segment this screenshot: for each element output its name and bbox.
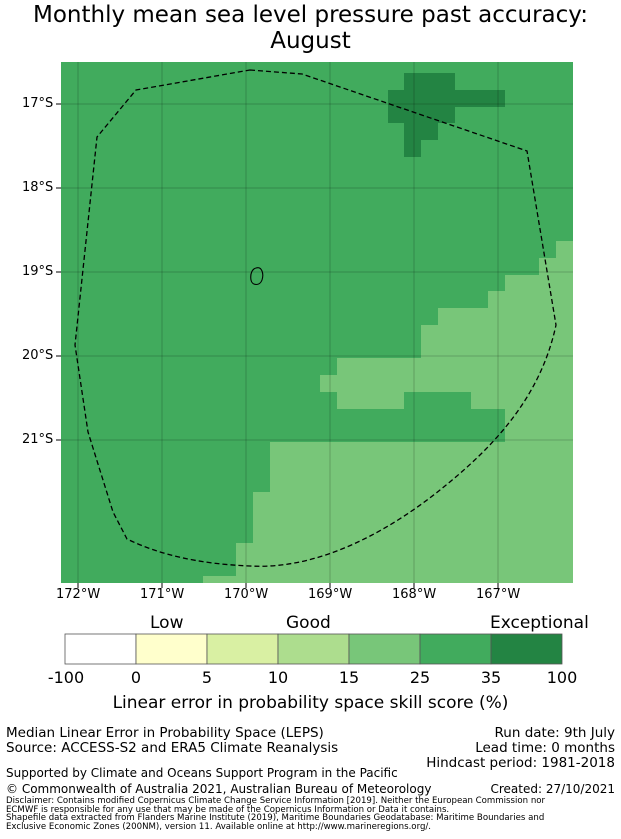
legend-tick: 25	[409, 668, 431, 687]
lead-time: Lead time: 0 months	[475, 740, 615, 756]
eez-boundary	[74, 69, 557, 567]
axis-ticks	[56, 103, 499, 588]
skill-region-35-100	[388, 73, 505, 157]
legend-tick: 35	[480, 668, 502, 687]
colorbar-bin-1	[64, 633, 137, 665]
colorbar-bin-4	[277, 633, 350, 665]
disclaimer-line-2: ECMWF is responsible for any use that ma…	[6, 805, 450, 815]
copyright: © Commonwealth of Australia 2021, Austra…	[6, 782, 432, 796]
legend-tick: 100	[546, 668, 578, 687]
legend-category-low: Low	[150, 613, 184, 633]
skill-region-15-25	[203, 241, 573, 583]
legend-tick: 10	[267, 668, 289, 687]
lon-tick-168W: 168°W	[392, 587, 437, 602]
legend-category-good: Good	[286, 613, 331, 633]
lon-tick-170W: 170°W	[224, 587, 269, 602]
map-title: Monthly mean sea level pressure past acc…	[0, 2, 621, 54]
colorbar-bin-3	[206, 633, 279, 665]
support-note: Supported by Climate and Oceans Support …	[6, 766, 398, 780]
colorbar-bin-6	[419, 633, 492, 665]
data-source: Source: ACCESS-S2 and ERA5 Climate Reana…	[6, 740, 339, 756]
legend-tick: 15	[338, 668, 360, 687]
lat-tick-20S: 20°S	[22, 348, 54, 363]
run-date: Run date: 9th July	[494, 725, 615, 741]
hindcast-period: Hindcast period: 1981-2018	[426, 755, 615, 771]
lon-tick-172W: 172°W	[56, 587, 101, 602]
product-name: Median Linear Error in Probability Space…	[6, 725, 324, 741]
legend-tick: 5	[201, 668, 213, 687]
shapefile-line-1: Shapefile data extracted from Flanders M…	[6, 813, 545, 823]
legend-tick: 0	[130, 668, 142, 687]
title-line-2: August	[270, 28, 351, 54]
legend-category-exceptional: Exceptional	[490, 613, 589, 633]
lon-tick-171W: 171°W	[140, 587, 185, 602]
lon-tick-167W: 167°W	[476, 587, 521, 602]
colorbar-title: Linear error in probability space skill …	[112, 693, 509, 713]
island-outline	[250, 267, 264, 286]
lon-tick-169W: 169°W	[308, 587, 353, 602]
colorbar-bin-2	[135, 633, 208, 665]
title-line-1: Monthly mean sea level pressure past acc…	[33, 2, 588, 28]
lat-tick-18S: 18°S	[22, 180, 54, 195]
colorbar-bin-5	[348, 633, 421, 665]
created-date: Created: 27/10/2021	[490, 782, 615, 796]
graticule	[61, 62, 573, 583]
disclaimer-line-1: Disclaimer: Contains modified Copernicus…	[6, 796, 546, 806]
shapefile-line-2: Exclusive Economic Zones (200NM), versio…	[6, 822, 432, 832]
lat-tick-21S: 21°S	[22, 432, 54, 447]
colorbar	[64, 633, 563, 665]
legend-tick: -100	[47, 668, 85, 687]
lat-tick-17S: 17°S	[22, 96, 54, 111]
lat-tick-19S: 19°S	[22, 264, 54, 279]
colorbar-bin-7	[490, 633, 563, 665]
